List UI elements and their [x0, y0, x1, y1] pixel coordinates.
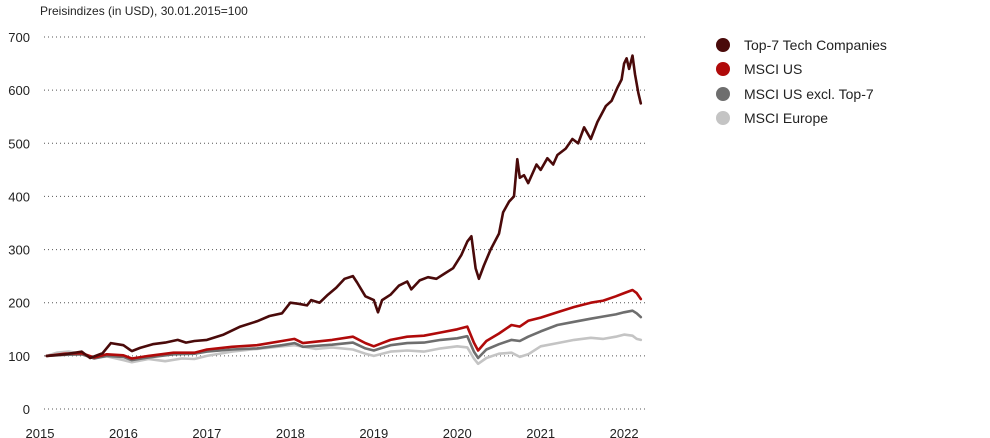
series-line-top-7-tech-companies: [45, 54, 643, 360]
x-tick-label: 2021: [526, 426, 555, 438]
legend-marker: [716, 38, 730, 53]
gridlines: [44, 36, 645, 410]
series-line-msci-us-excl-top-7: [45, 309, 643, 362]
x-tick-label: 2020: [443, 426, 472, 438]
y-tick-label: 0: [23, 402, 30, 417]
y-tick-label: 200: [8, 296, 30, 311]
x-tick-label: 2022: [610, 426, 639, 438]
y-tick-label: 400: [8, 189, 30, 204]
x-tick-label: 2017: [192, 426, 221, 438]
x-tick-label: 2015: [26, 426, 55, 438]
legend-item: MSCI US: [716, 57, 887, 81]
x-tick-label: 2018: [276, 426, 305, 438]
y-axis-ticks: 0 100 200 300 400 500 600 700: [8, 30, 30, 417]
chart-subtitle: Preisindizes (in USD), 30.01.2015=100: [40, 4, 248, 18]
x-tick-label: 2019: [359, 426, 388, 438]
series-line-msci-us: [45, 288, 643, 360]
legend-item: MSCI US excl. Top-7: [716, 82, 887, 106]
legend-item: Top-7 Tech Companies: [716, 33, 887, 57]
series-line-msci-europe: [45, 333, 643, 366]
legend-marker: [716, 62, 730, 77]
y-tick-label: 500: [8, 136, 30, 151]
series-lines: [45, 54, 643, 366]
legend-label: Top-7 Tech Companies: [744, 37, 887, 54]
y-tick-label: 100: [8, 349, 30, 364]
legend-label: MSCI US: [744, 61, 803, 78]
y-tick-label: 300: [8, 243, 30, 258]
x-tick-label: 2016: [109, 426, 138, 438]
legend-label: MSCI Europe: [744, 110, 829, 127]
legend-label: MSCI US excl. Top-7: [744, 85, 874, 102]
y-tick-label: 600: [8, 83, 30, 98]
legend-item: MSCI Europe: [716, 106, 887, 130]
legend-marker: [716, 86, 730, 101]
y-tick-label: 700: [8, 30, 30, 45]
legend: Top-7 Tech Companies MSCI US MSCI US excl.…: [716, 33, 887, 130]
x-axis-ticks: 2015 2016 2017 2018 2019 2020 2021 2022: [26, 426, 639, 438]
legend-marker: [716, 111, 730, 126]
